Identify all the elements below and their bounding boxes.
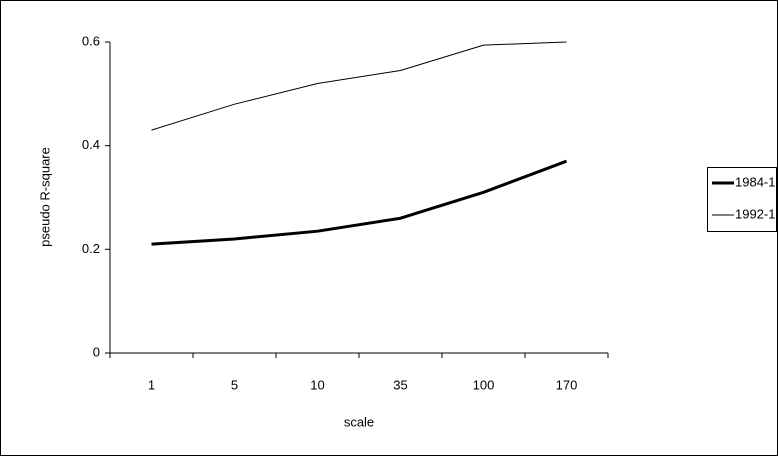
x-tick-label: 10	[310, 377, 324, 392]
x-tick-label: 5	[231, 377, 238, 392]
x-tick-label: 35	[393, 377, 407, 392]
x-tick-label: 1	[148, 377, 155, 392]
legend-label: 1984-1992	[735, 174, 778, 189]
y-tick-label: 0.4	[82, 137, 100, 152]
y-axis-label: pseudo R-square	[37, 147, 52, 247]
x-tick-label: 170	[556, 377, 578, 392]
y-tick-label: 0	[93, 344, 100, 359]
series-line	[151, 41, 567, 131]
legend-box	[707, 167, 777, 232]
y-tick-label: 0.6	[82, 33, 100, 48]
x-axis-label: scale	[344, 414, 374, 429]
y-tick-label: 0.2	[82, 241, 100, 256]
legend-label: 1992-1999	[735, 206, 778, 221]
x-tick-label: 100	[473, 377, 495, 392]
series-line	[151, 159, 568, 246]
